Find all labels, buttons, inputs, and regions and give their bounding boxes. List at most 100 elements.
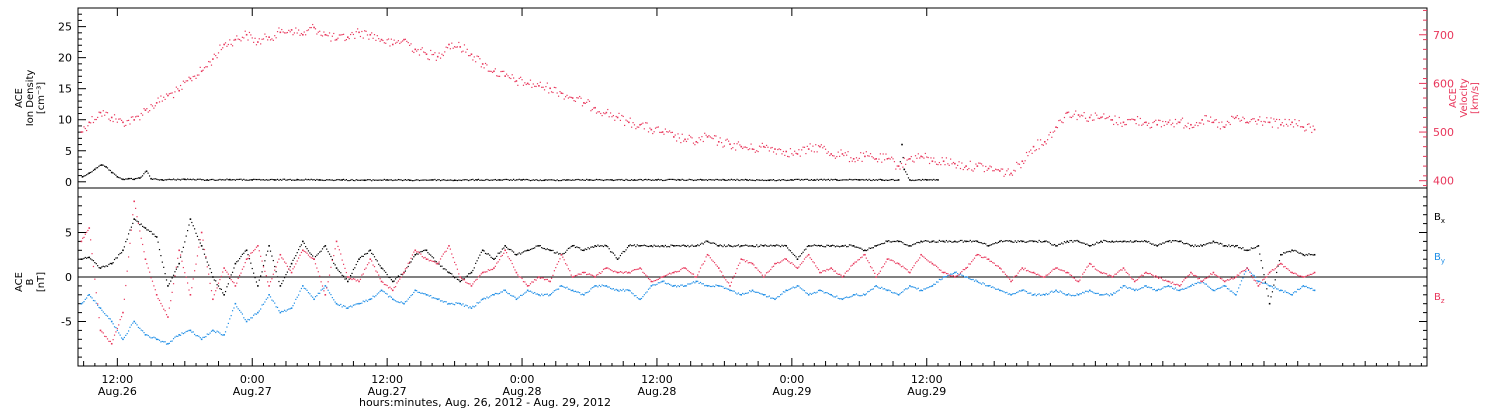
by-series-point	[1284, 290, 1286, 292]
bx-series-point	[954, 240, 956, 243]
bz-series-point	[501, 254, 503, 257]
bx-series-point	[666, 246, 668, 248]
velocity-series-point	[517, 84, 519, 86]
bz-series-point	[101, 331, 103, 333]
density-series-point	[619, 179, 622, 181]
bz-series-point	[691, 273, 693, 275]
bx-series-point	[878, 244, 880, 246]
bx-series-point	[616, 258, 619, 260]
by-series-point	[229, 318, 231, 320]
velocity-series-point	[789, 148, 792, 150]
by-series-point	[1153, 288, 1155, 290]
velocity-series-point	[453, 46, 456, 48]
density-series-point	[879, 178, 881, 180]
density-series-point	[906, 173, 908, 175]
bz-series-point	[189, 294, 192, 296]
by-series-point	[303, 287, 305, 289]
bz-series-point	[1222, 279, 1224, 282]
velocity-series-point	[199, 66, 201, 68]
velocity-series-point	[1051, 136, 1053, 138]
bz-series-point	[112, 339, 114, 341]
density-series-point	[484, 179, 487, 181]
bz-series-point	[647, 278, 650, 280]
by-series-point	[1148, 286, 1150, 288]
density-series-point	[257, 178, 259, 181]
velocity-series-point	[289, 31, 291, 33]
bx-series-point	[179, 256, 182, 258]
by-series-point	[772, 297, 775, 300]
by-series-point	[726, 288, 728, 290]
bx-series-point	[889, 241, 891, 243]
bz-series-point	[567, 268, 570, 270]
density-series-point	[261, 179, 263, 181]
bx-series-point	[937, 241, 939, 243]
bz-series-point	[923, 256, 925, 258]
velocity-series-point	[574, 100, 577, 102]
bz-series-point	[864, 253, 866, 256]
bx-series-point	[463, 278, 466, 280]
velocity-series-point	[1124, 124, 1126, 126]
bx-series-point	[803, 249, 806, 251]
bz-series-point	[122, 311, 124, 314]
bz-series-point	[664, 275, 666, 277]
density-series-point	[105, 166, 107, 168]
velocity-series-point	[170, 92, 172, 94]
by-series-point	[930, 285, 932, 288]
bz-series-point	[1007, 276, 1009, 279]
velocity-series-point	[535, 85, 537, 88]
by-series-point	[933, 283, 935, 285]
by-series-point	[1268, 285, 1271, 287]
by-series-point	[642, 296, 644, 298]
bz-series-point	[1042, 276, 1044, 278]
bx-series-point	[661, 245, 664, 247]
by-series-point	[274, 302, 276, 304]
bx-series-point	[733, 245, 735, 247]
bz-series-point	[1174, 284, 1177, 286]
by-series-point	[924, 288, 926, 290]
density-series-point	[609, 179, 612, 181]
by-series-point	[364, 301, 366, 303]
bx-series-point	[962, 241, 964, 243]
density-series-point	[202, 178, 204, 181]
velocity-series-point	[851, 160, 853, 162]
bz-series-point	[503, 252, 505, 254]
by-series-point	[638, 298, 640, 300]
velocity-series-point	[744, 146, 747, 148]
by-series-point	[526, 289, 529, 292]
velocity-series-point	[1084, 117, 1087, 119]
bz-series-point	[1274, 268, 1276, 270]
bz-series-point	[184, 272, 186, 274]
velocity-series-point	[1088, 116, 1091, 119]
velocity-series-point	[608, 116, 610, 118]
velocity-series-point	[848, 160, 851, 163]
bx-series-point	[486, 253, 488, 255]
bx-series-point	[174, 271, 176, 273]
bx-series-point	[726, 245, 728, 247]
velocity-series-point	[709, 136, 711, 138]
bx-series-point	[371, 252, 373, 255]
by-series-point	[983, 283, 985, 285]
b-axis-label-line: ACE	[14, 272, 25, 292]
by-series-point	[341, 306, 343, 308]
bx-series-point	[198, 239, 200, 241]
by-series-point	[1023, 289, 1025, 291]
velocity-series-point	[704, 132, 706, 134]
velocity-series-point	[368, 38, 370, 40]
bz-series-point	[957, 275, 959, 277]
velocity-series-point	[663, 133, 665, 135]
velocity-series-point	[445, 46, 447, 48]
bx-series-point	[876, 244, 879, 246]
bx-series-point	[521, 252, 523, 254]
velocity-series-point	[1032, 145, 1035, 148]
bx-series-point	[247, 254, 249, 256]
by-series-point	[1132, 288, 1134, 290]
velocity-series-point	[1094, 112, 1096, 114]
bz-legend-main: B	[1434, 292, 1441, 303]
velocity-series-point	[487, 70, 489, 72]
by-series-point	[1273, 287, 1275, 290]
velocity-series-point	[230, 43, 232, 45]
bz-series-point	[639, 267, 641, 269]
density-series-point	[626, 179, 629, 181]
velocity-series-point	[695, 140, 698, 143]
density-series-point	[645, 178, 647, 181]
